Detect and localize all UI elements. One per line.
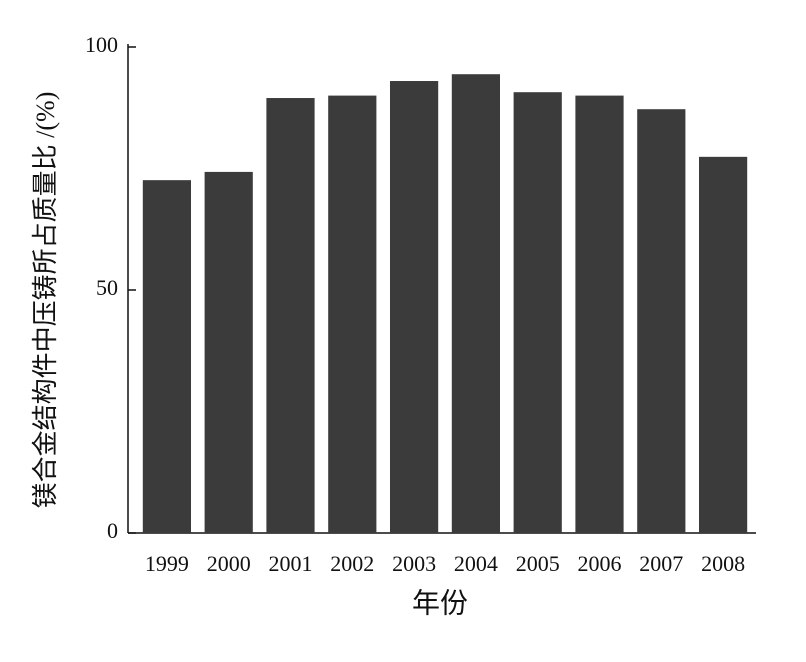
y-axis-label: 镁合金结构件中压铸所占质量比 /(%)	[31, 92, 60, 509]
x-axis-label: 年份	[412, 587, 468, 619]
bar	[204, 171, 253, 534]
bar	[513, 92, 562, 533]
y-tick-label: 0	[107, 518, 118, 543]
bar	[266, 98, 315, 533]
bar	[575, 95, 624, 533]
x-tick-label: 2000	[207, 551, 251, 576]
bar	[328, 95, 377, 533]
x-tick-label: 2007	[639, 551, 683, 576]
bar	[698, 156, 748, 533]
bar	[389, 81, 439, 534]
y-tick-label: 100	[85, 32, 118, 57]
x-tick-label: 2008	[701, 551, 745, 576]
x-tick-label: 1999	[145, 551, 189, 576]
x-tick-label: 2005	[516, 551, 560, 576]
x-tick-label: 2001	[269, 551, 313, 576]
x-tick-label: 2006	[578, 551, 622, 576]
bar	[637, 109, 686, 533]
x-tick-label: 2003	[392, 551, 436, 576]
x-tick-label: 2002	[330, 551, 374, 576]
bar	[142, 180, 192, 533]
bar	[451, 74, 501, 533]
x-tick-label: 2004	[454, 551, 498, 576]
y-tick-label: 50	[96, 275, 118, 300]
